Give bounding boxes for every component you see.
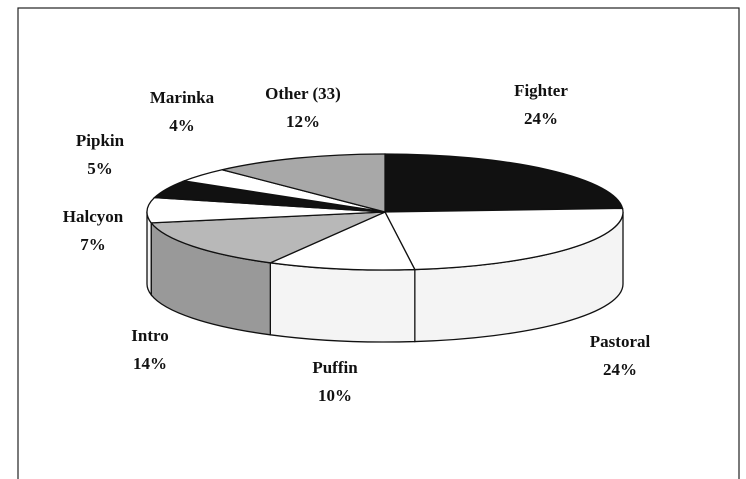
slice-label: Marinka — [150, 88, 215, 107]
pie-side — [146, 211, 152, 297]
slice-label: Fighter — [514, 81, 568, 100]
slice-value-label: 7% — [80, 235, 106, 254]
slice-value-label: 24% — [524, 109, 558, 128]
pie-slice — [384, 153, 624, 213]
slice-value-label: 4% — [169, 116, 195, 135]
pie-slice — [267, 211, 416, 271]
slice-value-label: 12% — [286, 112, 320, 131]
pie-slice — [383, 207, 624, 271]
pie-slice — [149, 211, 386, 264]
slice-label: Pipkin — [76, 131, 125, 150]
slice-label: Other (33) — [265, 84, 341, 103]
pie-side — [269, 262, 416, 343]
slice-label: Halcyon — [63, 207, 124, 226]
slice-label: Intro — [131, 326, 168, 345]
slice-value-label: 14% — [133, 354, 167, 373]
slice-label: Pastoral — [590, 332, 651, 351]
slice-value-label: 5% — [87, 159, 113, 178]
slice-label: Puffin — [312, 358, 358, 377]
slice-value-label: 10% — [318, 386, 352, 405]
slice-value-label: 24% — [603, 360, 637, 379]
pie-slice — [221, 153, 386, 213]
